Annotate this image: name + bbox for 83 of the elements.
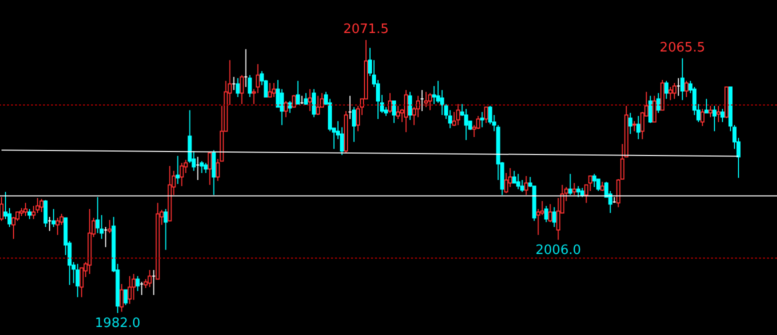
candlestick [352,106,356,142]
candlestick [428,92,432,111]
candlestick [572,182,576,196]
candlestick [664,80,668,100]
candlestick [388,92,392,114]
candlestick [700,108,704,127]
candlestick [592,173,596,188]
candlestick [316,95,320,116]
candlestick [132,273,136,300]
candlestick [648,95,652,124]
candlestick [524,176,528,196]
candlestick [484,106,488,124]
annotation: 2006.0 [536,242,582,258]
candlestick [176,155,180,184]
candlestick [76,263,80,298]
candlestick [304,92,308,106]
candlestick [632,120,636,132]
candlestick [588,176,592,192]
annotation: 2065.5 [660,40,706,56]
candlestick [408,91,412,120]
candlestick [164,208,168,250]
candlestick [248,74,252,98]
candlestick [404,90,408,133]
candlestick [668,86,672,101]
candlestick [636,115,640,140]
candlestick [284,100,288,118]
candlestick [544,205,548,223]
candlestick [684,80,688,98]
candlestick [148,269,152,288]
candlestick [716,105,720,123]
candlestick [268,82,272,98]
candlestick [580,187,584,198]
candlestick [200,160,204,174]
candlestick [52,208,56,228]
candlestick [40,198,44,213]
candlestick [272,82,276,98]
candlestick [576,186,580,198]
candlestick [628,112,632,134]
candlestick [236,78,240,98]
annotation: 1982.0 [94,316,140,331]
candlestick [120,284,124,312]
candlestick [288,100,292,114]
candlestick [652,95,656,123]
candlestick [56,217,60,236]
candlestick [308,88,312,112]
candlestick [296,80,300,105]
candlestick [600,181,604,192]
candlestick [136,276,140,292]
candlestick [128,276,132,304]
candlestick [656,92,660,114]
candlestick [516,173,520,190]
candlestick [720,108,724,123]
candlestick [424,91,428,108]
candlestick [280,88,284,126]
candlestick [24,202,28,216]
candlestick [556,198,560,240]
candlestick [108,219,112,234]
candlestick [480,111,484,128]
candlestick [584,184,588,204]
candlestick [708,105,712,118]
candlestick [44,200,48,228]
candlestick [672,82,676,100]
candlestick [456,104,460,126]
candlestick [548,204,552,223]
candlestick [464,108,468,141]
candlestick [204,162,208,174]
candlestick [504,172,508,194]
candlestick [240,74,244,105]
candlestick [396,105,400,120]
candlestick [208,151,212,186]
candlestick [392,100,396,124]
candlestick [680,58,684,101]
candlestick [28,208,32,220]
candlestick [124,289,128,306]
candlestick [704,98,708,114]
candlestick [712,105,716,132]
candlestick [568,173,572,196]
candlestick [256,64,260,94]
candlestick [180,162,184,187]
candlestick [312,88,316,118]
annotation: 2071.5 [343,22,389,37]
candlestick [292,94,296,108]
candlestick [552,206,556,228]
